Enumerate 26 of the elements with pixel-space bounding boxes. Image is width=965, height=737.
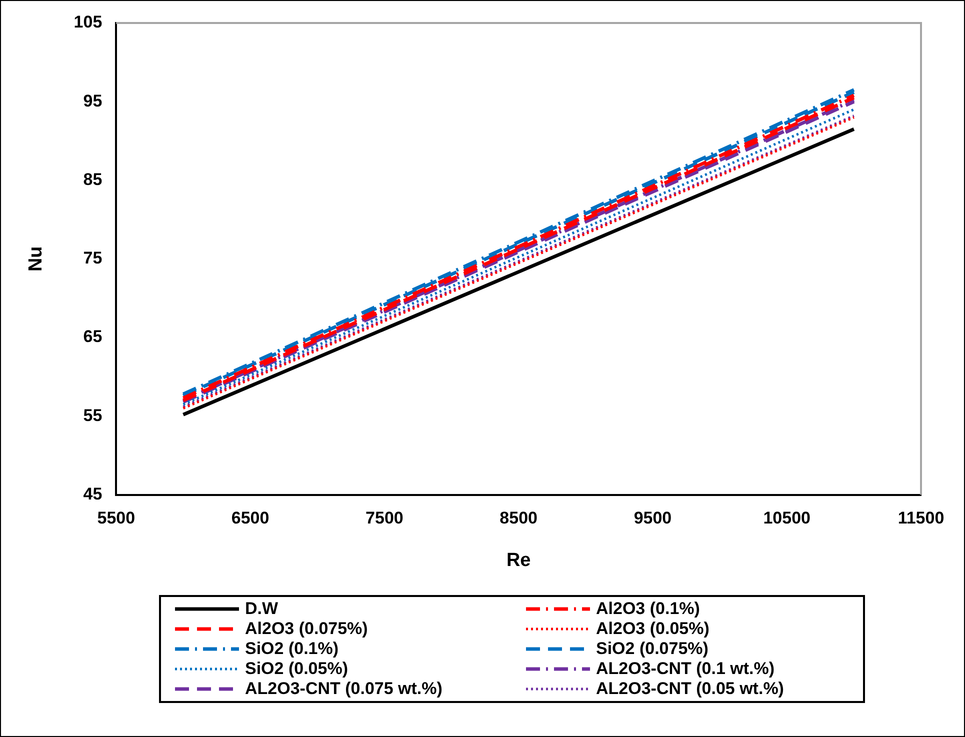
legend-label: SiO2 (0.075%): [596, 639, 708, 659]
y-tick-label: 75: [83, 248, 102, 268]
x-axis-title: Re: [506, 550, 531, 571]
legend-label: Al2O3 (0.075%): [245, 619, 368, 639]
x-tick-label: 9500: [634, 508, 672, 528]
y-tick-label: 85: [83, 170, 102, 189]
x-tick-label: 6500: [231, 508, 270, 528]
y-tick-label: 95: [83, 91, 102, 110]
legend-label: AL2O3-CNT (0.1 wt.%): [596, 659, 775, 679]
y-tick-label: 105: [74, 12, 102, 32]
legend-label: D.W: [245, 599, 278, 619]
y-tick-label: 65: [83, 327, 102, 346]
legend-label: AL2O3-CNT (0.075 wt.%): [245, 679, 442, 699]
y-axis-title: Nu: [26, 246, 47, 272]
x-tick-label: 11500: [898, 508, 944, 528]
legend-label: AL2O3-CNT (0.05 wt.%): [596, 679, 784, 699]
x-tick-label: 8500: [500, 508, 538, 528]
x-tick-label: 5500: [97, 508, 136, 528]
legend-label: Al2O3 (0.05%): [596, 619, 710, 639]
y-tick-label: 55: [83, 406, 102, 425]
x-tick-label: 10500: [763, 508, 810, 528]
legend-label: SiO2 (0.05%): [245, 659, 348, 679]
x-tick-label: 7500: [366, 508, 404, 528]
legend-label: Al2O3 (0.1%): [596, 599, 700, 619]
y-tick-label: 45: [83, 484, 102, 504]
legend-label: SiO2 (0.1%): [245, 639, 339, 659]
